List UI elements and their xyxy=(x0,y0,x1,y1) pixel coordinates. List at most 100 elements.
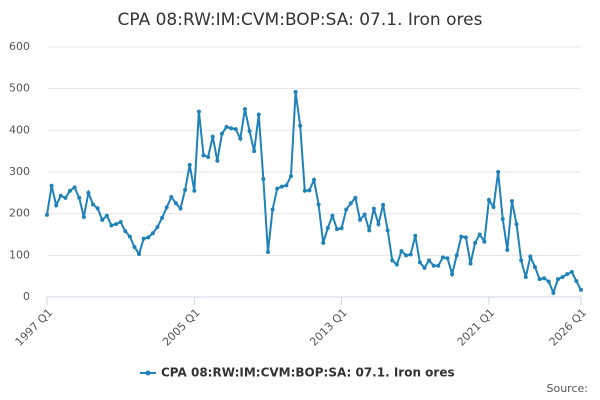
point xyxy=(509,199,514,204)
y-tick-label: 0 xyxy=(23,290,30,303)
point xyxy=(219,131,224,136)
point xyxy=(169,195,174,199)
legend-label: CPA 08:RW:IM:CVM:BOP:SA: 07.1. Iron ores xyxy=(161,366,455,380)
point xyxy=(54,203,59,208)
point xyxy=(404,253,409,258)
point xyxy=(560,275,565,279)
point xyxy=(183,187,188,192)
point xyxy=(178,206,183,211)
point xyxy=(436,263,441,268)
point xyxy=(288,174,293,179)
point xyxy=(187,162,192,167)
point xyxy=(353,195,358,200)
point xyxy=(440,255,445,260)
point xyxy=(284,183,289,188)
point xyxy=(459,234,464,239)
point xyxy=(242,107,247,112)
point xyxy=(528,254,533,259)
source-label: Source: xyxy=(547,382,589,395)
point xyxy=(574,279,579,284)
point xyxy=(367,228,372,233)
y-tick-label: 200 xyxy=(9,207,30,220)
point xyxy=(275,186,280,191)
point xyxy=(233,127,238,132)
point xyxy=(473,240,478,245)
point xyxy=(137,252,142,257)
point xyxy=(201,153,206,158)
point xyxy=(376,222,381,227)
point xyxy=(206,155,211,159)
point xyxy=(482,239,487,244)
point xyxy=(215,158,220,163)
point xyxy=(229,126,234,131)
point xyxy=(445,256,450,261)
point xyxy=(316,202,321,207)
point xyxy=(192,188,197,193)
point xyxy=(569,270,574,274)
point xyxy=(537,277,542,282)
point xyxy=(450,272,455,277)
point xyxy=(114,222,119,227)
point xyxy=(381,202,386,207)
series-line xyxy=(46,91,582,296)
point xyxy=(265,250,270,254)
point xyxy=(196,109,201,114)
point xyxy=(500,217,505,222)
point xyxy=(505,247,510,252)
point xyxy=(150,231,155,236)
point xyxy=(491,205,496,209)
y-tick-label: 400 xyxy=(9,123,30,136)
point xyxy=(519,258,524,263)
point xyxy=(109,223,114,228)
point xyxy=(100,217,105,222)
point xyxy=(551,290,556,295)
point xyxy=(579,287,583,292)
point xyxy=(118,220,123,224)
legend-marker xyxy=(145,370,151,376)
y-tick-label: 300 xyxy=(9,165,30,178)
y-tick-label: 500 xyxy=(9,82,30,95)
point xyxy=(68,188,73,193)
point xyxy=(256,112,261,117)
point xyxy=(427,258,432,263)
point xyxy=(325,225,330,230)
x-tick-label: 2021 Q1 xyxy=(455,306,498,349)
point xyxy=(486,197,491,202)
point xyxy=(104,213,109,218)
point xyxy=(468,261,473,266)
point xyxy=(127,234,132,239)
point xyxy=(431,263,436,268)
point xyxy=(390,258,395,263)
point xyxy=(477,232,482,237)
x-tick-label: 1997 Q1 xyxy=(13,306,56,349)
point xyxy=(335,227,340,232)
point xyxy=(348,201,353,206)
point xyxy=(210,134,215,139)
point xyxy=(422,265,427,270)
point xyxy=(58,193,63,198)
point xyxy=(385,228,390,233)
point xyxy=(141,236,146,241)
point xyxy=(532,265,537,269)
point xyxy=(164,205,169,210)
point xyxy=(413,233,418,238)
point xyxy=(394,262,399,267)
point xyxy=(146,235,151,240)
point xyxy=(49,183,54,188)
point xyxy=(307,188,312,193)
point xyxy=(371,206,376,211)
point xyxy=(95,206,100,211)
point xyxy=(523,275,528,279)
point xyxy=(302,188,307,193)
y-tick-label: 100 xyxy=(9,248,30,261)
point xyxy=(224,125,229,129)
point xyxy=(454,253,459,258)
point xyxy=(132,245,137,249)
point xyxy=(173,201,178,206)
point xyxy=(77,195,82,200)
point xyxy=(514,222,519,227)
x-tick-label: 2026 Q1 xyxy=(547,306,590,349)
point xyxy=(399,249,404,254)
point xyxy=(155,225,160,229)
